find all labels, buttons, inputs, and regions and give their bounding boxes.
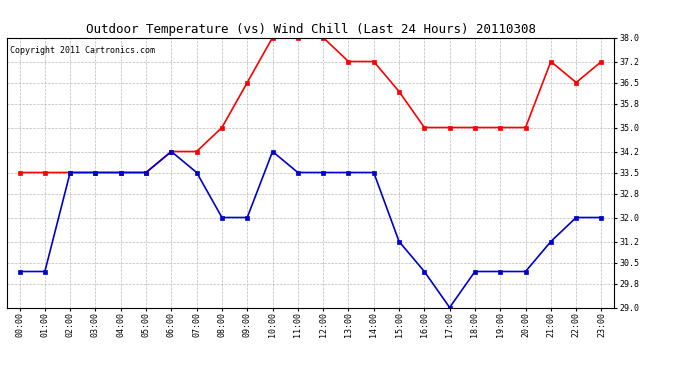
Text: Copyright 2011 Cartronics.com: Copyright 2011 Cartronics.com: [10, 46, 155, 55]
Title: Outdoor Temperature (vs) Wind Chill (Last 24 Hours) 20110308: Outdoor Temperature (vs) Wind Chill (Las…: [86, 23, 535, 36]
